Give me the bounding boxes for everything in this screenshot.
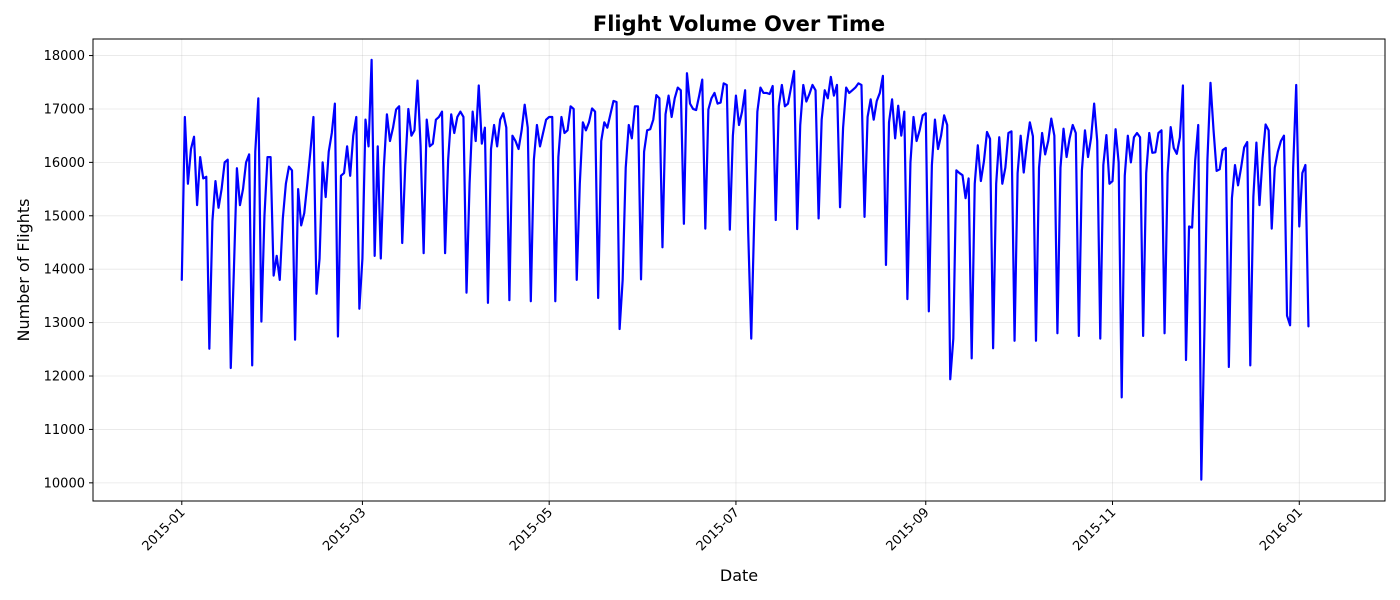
y-tick-label: 12000 — [44, 370, 85, 385]
x-tick-label: 2015-05 — [507, 505, 556, 554]
series-line-group — [180, 58, 1310, 481]
y-axis-label: Number of Flights — [14, 199, 33, 342]
y-tick-label: 11000 — [44, 423, 85, 438]
plot-frame — [92, 38, 1386, 502]
chart-title: Flight Volume Over Time — [593, 12, 885, 36]
grid — [93, 39, 1385, 501]
y-tick-label: 18000 — [44, 49, 85, 64]
y-tick-label: 13000 — [44, 316, 85, 331]
y-tick-label: 10000 — [44, 476, 85, 491]
x-tick-label: 2015-07 — [694, 505, 743, 554]
x-tick-label: 2015-09 — [884, 505, 933, 554]
y-tick-label: 16000 — [44, 156, 85, 171]
x-tick-label: 2015-11 — [1070, 505, 1119, 554]
x-tick-label: 2016-01 — [1257, 505, 1306, 554]
x-tick-label: 2015-03 — [320, 505, 369, 554]
flight-volume-line — [180, 58, 1310, 481]
x-tick-label: 2015-01 — [140, 505, 189, 554]
y-tick-label: 15000 — [44, 209, 85, 224]
x-axis-label: Date — [720, 566, 758, 585]
y-tick-label: 14000 — [44, 263, 85, 278]
x-axis: 2015-01 2015-03 2015-05 2015-07 2015-09 2015-… — [140, 501, 1306, 554]
y-axis: 10000 11000 12000 13000 14000 15000 16000 17000… — [44, 49, 93, 491]
y-tick-label: 17000 — [44, 102, 85, 117]
